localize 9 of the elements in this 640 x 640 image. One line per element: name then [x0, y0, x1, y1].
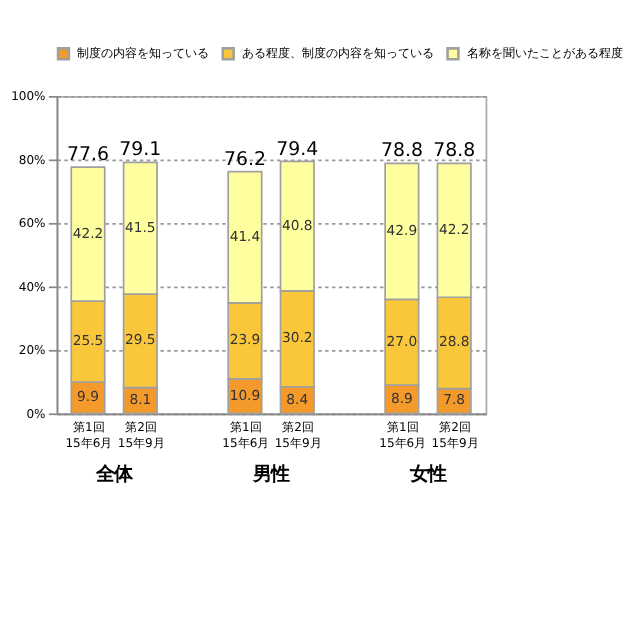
total-label: 78.8 [380, 140, 423, 163]
text: 女性 [408, 464, 447, 487]
total-label: 78.8 [433, 140, 476, 163]
total-label: 79.1 [119, 139, 162, 162]
total-label: 79.4 [276, 138, 319, 161]
total-label: 76.2 [223, 148, 266, 171]
total-label: 77.6 [67, 144, 109, 167]
text: 全体 [94, 464, 135, 487]
text: 男性 [251, 464, 290, 487]
